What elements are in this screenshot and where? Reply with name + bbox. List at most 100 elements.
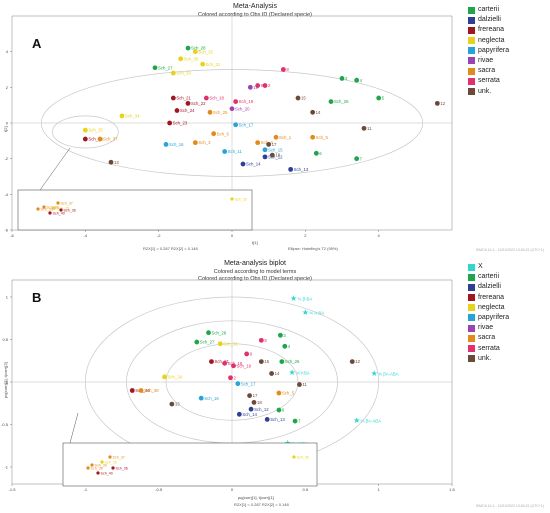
data-point: [282, 343, 288, 349]
legend-item: carterii: [466, 5, 550, 15]
loading-marker: ★: [371, 369, 378, 378]
inset-point-label: Sch_38: [47, 205, 59, 209]
data-point: [288, 166, 294, 172]
point-label: Sch_33: [176, 71, 191, 76]
inset-point-label: Sch_35: [57, 206, 69, 210]
legend-label: papyrifera: [478, 313, 510, 321]
point-label: 2: [234, 375, 237, 380]
y-tick-label: 0: [6, 121, 9, 126]
panel-a-title: Meta-Analysis: [233, 3, 277, 10]
data-point: [258, 337, 264, 343]
data-point: [310, 134, 316, 140]
legend-swatch: [468, 334, 475, 342]
point-label: Sch_38: [144, 388, 159, 393]
zoom-inset: [62, 442, 318, 487]
data-point: [262, 83, 268, 88]
x-tick-label: -1.5: [9, 487, 17, 492]
point-label: 15: [301, 96, 306, 101]
point-label: Sch_26: [334, 99, 349, 104]
inset-point: [56, 201, 60, 205]
inset-point: [36, 207, 40, 211]
legend-swatch: [468, 314, 475, 322]
inset-point-label: Sch_35: [105, 460, 117, 464]
data-point: [138, 388, 144, 393]
point-label: 3: [283, 333, 286, 338]
legend-swatch: [468, 283, 475, 291]
data-point: [235, 381, 241, 387]
legend-swatch: [468, 57, 475, 65]
data-point: [222, 360, 228, 366]
point-label: 7: [298, 419, 301, 424]
legend-label: rivae: [478, 56, 494, 64]
data-point: [108, 159, 114, 165]
loading-marker: ★: [302, 308, 309, 317]
legend-item: unk.: [466, 87, 550, 97]
data-point: [185, 100, 191, 106]
legend-item: X: [466, 262, 550, 272]
inset-point: [48, 211, 52, 215]
legend-swatch: [468, 77, 475, 85]
legend-label: carterii: [478, 273, 500, 281]
point-label: 14: [275, 371, 280, 376]
data-point: [264, 417, 270, 422]
point-label: Sch_15: [268, 147, 283, 152]
data-point: [280, 67, 286, 72]
point-label: Sch_35: [88, 128, 103, 133]
legend-swatch: [468, 47, 475, 55]
legend-swatch: [468, 88, 475, 95]
point-label: Sch_27: [158, 65, 173, 70]
zoom-inset: [17, 189, 253, 231]
panel-a-xlabel: t[1]: [252, 240, 258, 245]
point-label: 18: [275, 153, 280, 158]
point-label: 5: [382, 96, 385, 101]
legend-item: papyrifera: [466, 46, 550, 56]
legend-swatch: [468, 324, 475, 332]
point-label: Sch_14: [246, 162, 261, 167]
point-label: 11: [367, 126, 372, 131]
inset-point: [108, 455, 112, 459]
legend-item: serrata: [466, 76, 550, 86]
data-point: [262, 147, 268, 153]
data-point: [82, 136, 88, 142]
data-point: [255, 140, 261, 146]
legend-item: neglecta: [466, 303, 550, 313]
data-point: [255, 83, 261, 88]
data-point: [206, 330, 211, 336]
loading-marker: ★: [289, 368, 296, 377]
point-label: 4: [360, 78, 363, 83]
x-tick-label: -0.5: [155, 487, 163, 492]
legend-label: carterii: [478, 6, 500, 13]
data-point: [313, 150, 319, 156]
point-label: Sch_19: [236, 363, 251, 368]
data-point: [228, 375, 233, 381]
legend-item: sacra: [466, 66, 550, 76]
point-label: Sch_18: [228, 361, 243, 366]
panel-a-footer-right: Ellipse: Hotelling's T2 (95%): [288, 246, 338, 251]
point-label: Sch_28: [191, 46, 206, 51]
data-point: [278, 332, 283, 338]
point-label: Sch_23: [173, 121, 188, 126]
legend-label: frereana: [478, 293, 505, 301]
legend-item: serrata: [466, 344, 550, 354]
point-label: 13: [175, 402, 180, 407]
legend-item: sacra: [466, 333, 550, 343]
inset-point-label: Sch_35: [297, 455, 309, 459]
point-label: 15: [264, 359, 269, 364]
data-point: [328, 99, 334, 104]
legend-swatch: [468, 345, 475, 352]
point-label: 13: [114, 160, 119, 165]
data-point: [170, 70, 176, 76]
x-tick-label: -4: [84, 233, 88, 238]
data-point: [248, 406, 254, 412]
point-label: Sch_16: [169, 142, 184, 147]
inset-point: [96, 471, 100, 475]
inset-point-label: Sch_36: [116, 466, 128, 470]
point-label: Sch_14: [242, 412, 257, 417]
inset-point-label: Sch_39: [95, 463, 107, 467]
data-point: [174, 108, 180, 113]
zoom-connector: [69, 412, 79, 444]
x-tick-label: -2: [157, 233, 161, 238]
correlation-circle: [165, 343, 299, 421]
inset-point: [52, 206, 56, 210]
data-point: [163, 142, 169, 147]
